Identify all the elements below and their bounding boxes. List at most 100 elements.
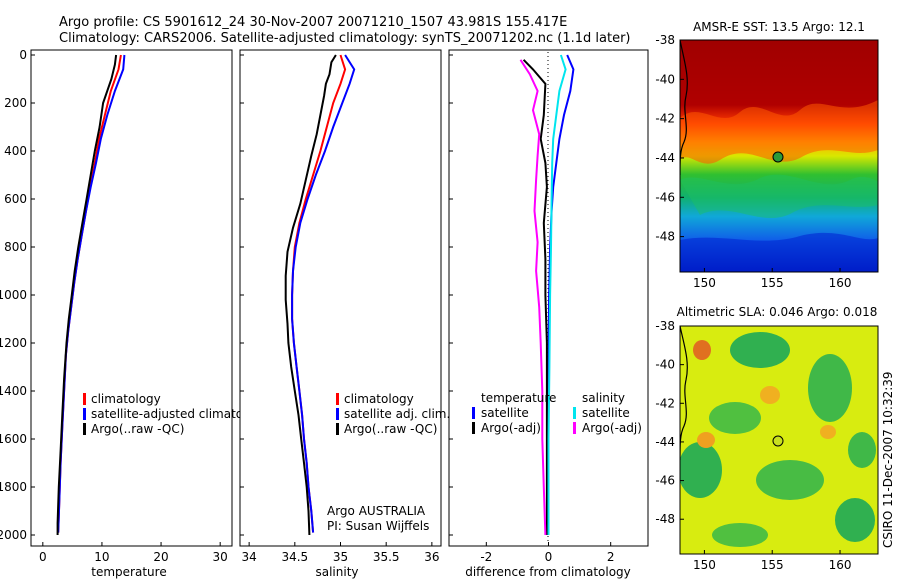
side-stamp: CSIRO 11-Dec-2007 10:32:39 [881, 371, 895, 548]
salinity-legend: climatology satellite adj. clim. Argo(..… [336, 392, 450, 436]
salinity-x-label: salinity [315, 565, 358, 579]
sla-green-blob [730, 332, 790, 368]
x-tick-label: 155 [761, 276, 784, 290]
legend-label-sal-argo: Argo(-adj) [582, 421, 642, 435]
difference-legend: temperature salinity satellite Argo(-adj… [472, 391, 642, 435]
sla-green-blob [848, 432, 876, 468]
y-tick-label: -46 [655, 474, 675, 488]
x-tick-label: 36 [424, 550, 439, 564]
x-tick-label: 30 [213, 550, 228, 564]
y-tick-label: 600 [4, 192, 27, 206]
sst-cold-patch [680, 232, 878, 272]
sst-green-band [680, 174, 878, 219]
x-tick-label: 150 [693, 558, 716, 572]
y-tick-label: 400 [4, 144, 27, 158]
legend-label-temp-argo: Argo(-adj) [481, 421, 541, 435]
sla-warm-blob [820, 425, 836, 439]
x-tick-label: 34.5 [281, 550, 308, 564]
series-line-argo-raw-qc [56, 54, 118, 535]
sst-argo-marker [772, 151, 784, 163]
legend-swatch-sal-satellite [573, 407, 576, 419]
legend-swatch-climatology [336, 393, 339, 405]
temperature-x-label: temperature [91, 565, 166, 579]
difference-x-label: difference from climatology [465, 565, 631, 579]
legend-swatch-temp-satellite [472, 407, 475, 419]
series-line-salinity-satellite [547, 54, 567, 535]
legend-label-sal-satellite: satellite [582, 406, 630, 420]
y-tick-label: 1400 [0, 384, 27, 398]
x-tick-label: 160 [829, 558, 852, 572]
difference-panel: -2 0 2 difference from climatology tempera… [448, 49, 649, 579]
sla-green-blob [680, 442, 722, 498]
y-tick-label: 1800 [0, 480, 27, 494]
sla-green-blob [712, 523, 768, 547]
legend-label-satellite-adjusted: satellite-adjusted climatology [91, 407, 269, 421]
sst-map-title: AMSR-E SST: 13.5 Argo: 12.1 [693, 20, 865, 34]
sst-map-panel: AMSR-E SST: 13.5 Argo: 12.1 150 155 160 -38… [655, 20, 879, 290]
legend-swatch-satellite [336, 408, 339, 420]
y-tick-label: 1000 [0, 288, 27, 302]
y-tick-label: 1600 [0, 432, 27, 446]
legend-swatch-climatology [83, 393, 86, 405]
sla-warm-blob [693, 340, 711, 360]
legend-swatch-argo [83, 423, 86, 435]
y-tick-label: 800 [4, 240, 27, 254]
sla-warm-blob [760, 386, 780, 404]
figure-title-line2: Climatology: CARS2006. Satellite-adjuste… [59, 31, 631, 46]
y-tick-label: -48 [655, 512, 675, 526]
y-tick-label: -38 [655, 33, 675, 47]
sla-argo-marker [772, 435, 784, 447]
x-tick-label: 0 [545, 550, 553, 564]
legend-label-argo: Argo(..raw -QC) [344, 422, 437, 436]
legend-swatch-satellite-adjusted [83, 408, 86, 420]
temperature-panel: 0 10 20 30 0 200 400 600 800 1000 1200 1400 1600 1800… [0, 48, 269, 579]
sla-green-blob [808, 354, 852, 422]
temperature-legend: climatology satellite-adjusted climatolo… [83, 392, 269, 436]
sla-warm-blob [697, 432, 715, 448]
legend-swatch-sal-argo [573, 422, 576, 434]
y-tick-label: -44 [655, 435, 675, 449]
x-tick-label: 155 [761, 558, 784, 572]
series-line-temperature-argo-adj [522, 59, 548, 535]
y-tick-label: -40 [655, 358, 675, 372]
legend-label-temp-satellite: satellite [481, 406, 529, 420]
annotation-argo-australia: Argo AUSTRALIA [327, 504, 426, 518]
sla-green-blob [835, 498, 875, 542]
legend-swatch-argo [336, 423, 339, 435]
sla-green-blob [709, 402, 761, 434]
series-line-climatology [57, 54, 122, 533]
y-tick-label: -46 [655, 190, 675, 204]
sla-map-title: Altimetric SLA: 0.046 Argo: 0.018 [677, 305, 878, 319]
y-tick-label: -42 [655, 112, 675, 126]
series-line-satellite-adj-clim [291, 54, 356, 533]
salinity-panel: 34 34.5 35 35.5 36 salinity climatology sate… [239, 49, 450, 579]
x-tick-label: 20 [153, 550, 168, 564]
temperature-axes-frame [30, 49, 233, 547]
y-tick-label: 1200 [0, 336, 27, 350]
figure-title-line1: Argo profile: CS 5901612_24 30-Nov-2007 … [59, 15, 567, 30]
legend-header-temperature: temperature [481, 391, 556, 405]
series-line-temperature-satellite [547, 54, 575, 535]
x-tick-label: 160 [829, 276, 852, 290]
y-tick-label: -38 [655, 319, 675, 333]
annotation-pi-name: PI: Susan Wijffels [327, 519, 429, 533]
y-tick-label: -42 [655, 396, 675, 410]
sla-map-panel: Altimetric SLA: 0.046 Argo: 0.018 150 155… [655, 305, 879, 572]
x-tick-label: 150 [693, 276, 716, 290]
series-line-argo-raw-qc [284, 54, 337, 536]
y-tick-label: 200 [4, 96, 27, 110]
legend-label-climatology: climatology [91, 392, 161, 406]
x-tick-label: -2 [480, 550, 492, 564]
legend-label-satellite: satellite adj. clim. [344, 407, 450, 421]
y-tick-label: -44 [655, 151, 675, 165]
x-tick-label: 35 [333, 550, 348, 564]
sla-axes-frame [679, 325, 879, 555]
x-tick-label: 2 [607, 550, 615, 564]
legend-label-climatology: climatology [344, 392, 414, 406]
sst-warm-front [680, 100, 878, 164]
x-tick-label: 10 [94, 550, 109, 564]
legend-swatch-temp-argo [472, 422, 475, 434]
y-tick-label: -48 [655, 230, 675, 244]
legend-label-argo: Argo(..raw -QC) [91, 422, 184, 436]
